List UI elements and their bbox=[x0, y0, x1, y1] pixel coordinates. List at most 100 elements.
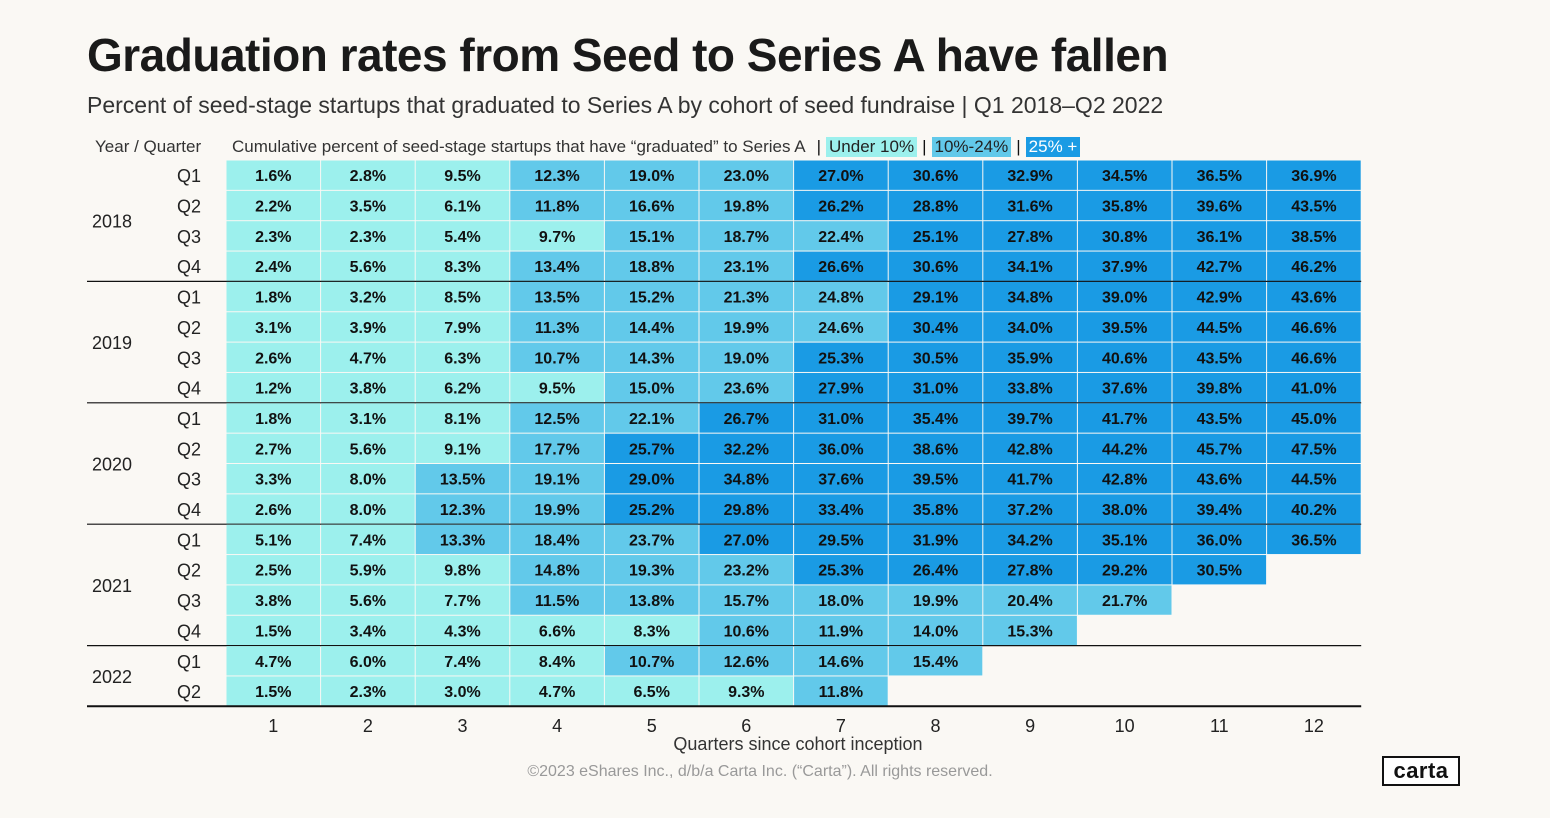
heatmap-cell bbox=[1077, 524, 1172, 555]
heatmap-cell bbox=[321, 433, 415, 463]
cell-value-label: 3.0% bbox=[444, 684, 480, 701]
cell-value-label: 11.8% bbox=[535, 199, 579, 216]
heatmap-cell bbox=[699, 281, 794, 312]
cell-value-label: 23.7% bbox=[629, 532, 674, 549]
heatmap-cell bbox=[699, 403, 794, 433]
heatmap-cell bbox=[1172, 190, 1267, 221]
cell-value-label: 1.5% bbox=[255, 623, 291, 640]
heatmap-cell bbox=[983, 494, 1077, 524]
heatmap-cell bbox=[794, 221, 888, 251]
heatmap-cell bbox=[1077, 221, 1172, 251]
heatmap-cell bbox=[1172, 433, 1267, 463]
heatmap-cell bbox=[1172, 221, 1267, 251]
cell-value-label: 26.6% bbox=[818, 259, 863, 276]
heatmap-cell bbox=[794, 160, 888, 190]
heatmap-cell bbox=[983, 251, 1077, 281]
heatmap-cell bbox=[699, 464, 794, 494]
heatmap-cell bbox=[983, 585, 1077, 615]
heatmap-cell bbox=[226, 221, 321, 251]
cell-value-label: 8.0% bbox=[350, 472, 386, 489]
heatmap-cell bbox=[1172, 281, 1267, 312]
heatmap-cell bbox=[321, 676, 415, 706]
heatmap-cell bbox=[794, 342, 888, 372]
year-label: 2018 bbox=[92, 212, 132, 232]
heatmap-cell bbox=[1077, 403, 1172, 433]
cell-value-label: 27.0% bbox=[724, 532, 769, 549]
cell-value-label: 41.7% bbox=[1102, 411, 1147, 428]
heatmap-cell bbox=[321, 372, 415, 403]
cell-value-label: 24.8% bbox=[818, 290, 863, 307]
heatmap-cell bbox=[415, 555, 510, 585]
quarter-label: Q4 bbox=[177, 621, 201, 641]
heatmap-cell bbox=[321, 585, 415, 615]
cell-value-label: 23.0% bbox=[724, 168, 769, 185]
heatmap-cell bbox=[794, 676, 888, 706]
heatmap-cell bbox=[699, 221, 794, 251]
heatmap-cell bbox=[1172, 555, 1267, 585]
heatmap-cell bbox=[1077, 494, 1172, 524]
cell-value-label: 31.6% bbox=[1007, 199, 1052, 216]
heatmap-cell bbox=[1077, 281, 1172, 312]
cell-value-label: 32.9% bbox=[1007, 168, 1052, 185]
heatmap-cell bbox=[415, 494, 510, 524]
heatmap-cell bbox=[794, 524, 888, 555]
heatmap-cell bbox=[888, 281, 983, 312]
heatmap-cell bbox=[226, 464, 321, 494]
cell-value-label: 23.6% bbox=[724, 381, 769, 398]
cell-value-label: 1.8% bbox=[255, 290, 291, 307]
heatmap-cell bbox=[1077, 251, 1172, 281]
heatmap-cell bbox=[604, 190, 699, 221]
year-label: 2019 bbox=[92, 333, 132, 353]
cell-value-label: 5.9% bbox=[350, 563, 386, 580]
cell-value-label: 43.6% bbox=[1197, 472, 1242, 489]
heatmap-cell bbox=[1172, 524, 1267, 555]
chart-subtitle: Percent of seed-stage startups that grad… bbox=[87, 92, 1164, 118]
heatmap-cell bbox=[794, 433, 888, 463]
heatmap-cell bbox=[1172, 464, 1267, 494]
quarter-label: Q1 bbox=[177, 409, 201, 429]
cell-value-label: 37.2% bbox=[1007, 502, 1052, 519]
cell-value-label: 18.0% bbox=[818, 593, 863, 610]
cell-value-label: 4.3% bbox=[444, 623, 480, 640]
cell-value-label: 22.4% bbox=[818, 229, 863, 246]
heatmap-cell bbox=[510, 403, 604, 433]
heatmap-cell bbox=[604, 221, 699, 251]
cell-value-label: 30.5% bbox=[913, 350, 958, 367]
heatmap-cell bbox=[699, 372, 794, 403]
x-tick-label: 7 bbox=[836, 716, 846, 736]
heatmap-cell bbox=[983, 342, 1077, 372]
cell-value-label: 40.6% bbox=[1102, 350, 1147, 367]
cell-value-label: 23.1% bbox=[724, 259, 769, 276]
heatmap-cell bbox=[510, 251, 604, 281]
cell-value-label: 25.3% bbox=[818, 563, 863, 580]
heatmap-cell bbox=[510, 372, 604, 403]
cell-value-label: 5.6% bbox=[350, 259, 386, 276]
cell-value-label: 7.9% bbox=[444, 320, 480, 337]
cell-value-label: 18.8% bbox=[629, 259, 674, 276]
quarter-label: Q4 bbox=[177, 379, 201, 399]
heatmap-cell bbox=[1172, 403, 1267, 433]
chart-title: Graduation rates from Seed to Series A h… bbox=[87, 29, 1169, 81]
cell-value-label: 3.3% bbox=[255, 472, 291, 489]
cell-value-label: 19.9% bbox=[913, 593, 958, 610]
cell-value-label: 12.3% bbox=[440, 502, 485, 519]
heatmap-cell bbox=[888, 615, 983, 646]
cell-value-label: 15.1% bbox=[629, 229, 674, 246]
cell-value-label: 6.6% bbox=[539, 623, 575, 640]
heatmap-cell bbox=[794, 555, 888, 585]
heatmap-cell bbox=[510, 312, 604, 342]
x-tick-label: 2 bbox=[363, 716, 373, 736]
cell-value-label: 2.3% bbox=[255, 229, 291, 246]
legend-separator: | bbox=[922, 137, 927, 156]
cell-value-label: 26.4% bbox=[913, 563, 958, 580]
heatmap-cell bbox=[1077, 585, 1172, 615]
cell-value-label: 15.4% bbox=[913, 654, 958, 671]
heatmap-cell bbox=[226, 433, 321, 463]
heatmap-cell bbox=[794, 464, 888, 494]
quarter-label: Q3 bbox=[177, 348, 201, 368]
heatmap-cell bbox=[983, 312, 1077, 342]
cell-value-label: 39.7% bbox=[1007, 411, 1052, 428]
heatmap-cell bbox=[1267, 494, 1361, 524]
cell-value-label: 19.3% bbox=[629, 563, 674, 580]
heatmap-cell bbox=[510, 160, 604, 190]
